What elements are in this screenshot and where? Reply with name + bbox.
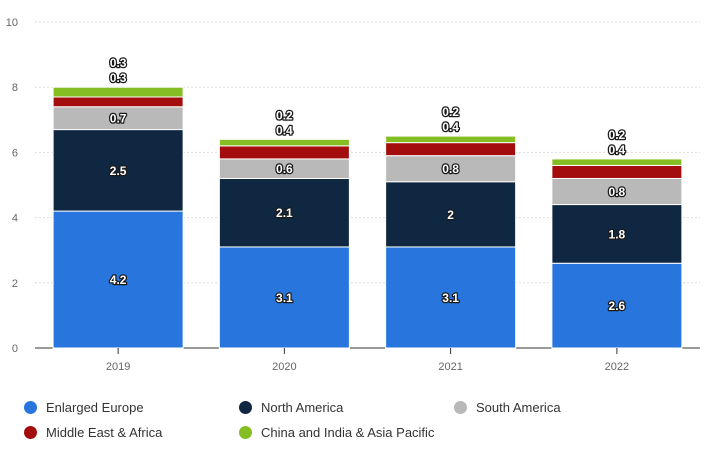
legend-marker-icon <box>24 401 37 414</box>
x-tick-label: 2020 <box>272 361 296 373</box>
data-label: 0.8 <box>609 185 626 199</box>
bar-segment <box>218 145 350 160</box>
stacked-bar-chart: 02468104.22.50.70.30.320193.12.10.60.40.… <box>6 17 700 373</box>
data-label: 2.1 <box>276 206 293 220</box>
y-tick-label: 6 <box>12 147 18 159</box>
bar-segment <box>385 181 517 248</box>
bar-segment <box>52 129 184 212</box>
legend-item[interactable]: Enlarged Europe <box>24 400 144 415</box>
data-label: 0.2 <box>442 105 459 119</box>
legend-item[interactable]: South America <box>454 400 561 415</box>
y-tick-label: 2 <box>12 278 18 290</box>
legend-label: South America <box>476 400 561 415</box>
data-label: 3.1 <box>276 291 293 305</box>
legend-label: Middle East & Africa <box>46 425 163 440</box>
bar-segment <box>385 246 517 349</box>
data-label: 3.1 <box>442 291 459 305</box>
bar-segment <box>385 142 517 157</box>
legend-marker-icon <box>454 401 467 414</box>
data-label: 2.5 <box>110 164 127 178</box>
legend-marker-icon <box>239 401 252 414</box>
y-tick-label: 4 <box>12 213 18 225</box>
x-tick-label: 2019 <box>106 361 130 373</box>
data-label: 2.6 <box>609 299 626 313</box>
data-label: 0.3 <box>110 56 127 70</box>
bar-segment <box>551 262 683 349</box>
data-label: 0.4 <box>276 123 293 137</box>
data-label: 1.8 <box>609 227 626 241</box>
bar-segment <box>218 138 350 147</box>
y-tick-label: 0 <box>12 343 18 355</box>
bar-segment <box>385 155 517 183</box>
legend-label: China and India & Asia Pacific <box>261 425 435 440</box>
bar-segment <box>551 204 683 264</box>
data-label: 0.4 <box>442 120 459 134</box>
data-label: 0.6 <box>276 162 293 176</box>
bar-segment <box>218 177 350 248</box>
legend-item[interactable]: North America <box>239 400 343 415</box>
bar-segment <box>52 86 184 98</box>
legend-label: North America <box>261 400 344 415</box>
bar-segment <box>551 158 683 166</box>
bar-segment <box>551 177 683 206</box>
data-label: 0.2 <box>609 128 626 142</box>
legend-marker-icon <box>24 426 37 439</box>
data-label: 0.7 <box>110 112 127 126</box>
y-tick-label: 8 <box>12 82 18 94</box>
legend-marker-icon <box>239 426 252 439</box>
legend-item[interactable]: Middle East & Africa <box>24 425 162 440</box>
y-tick-label: 10 <box>6 17 18 29</box>
bar-segment <box>52 210 184 349</box>
data-label: 0.3 <box>110 71 127 85</box>
bar-segment <box>551 164 683 179</box>
legend-item[interactable]: China and India & Asia Pacific <box>239 425 434 440</box>
data-label: 4.2 <box>110 273 127 287</box>
data-label: 0.2 <box>276 108 293 122</box>
bar-segment <box>52 96 184 108</box>
x-tick-label: 2021 <box>438 361 462 373</box>
data-label: 2 <box>447 208 454 222</box>
legend-label: Enlarged Europe <box>46 400 144 415</box>
data-label: 0.4 <box>609 143 626 157</box>
bar-segment <box>385 135 517 144</box>
x-tick-label: 2022 <box>605 361 629 373</box>
bar-segment <box>218 246 350 349</box>
data-label: 0.8 <box>442 162 459 176</box>
